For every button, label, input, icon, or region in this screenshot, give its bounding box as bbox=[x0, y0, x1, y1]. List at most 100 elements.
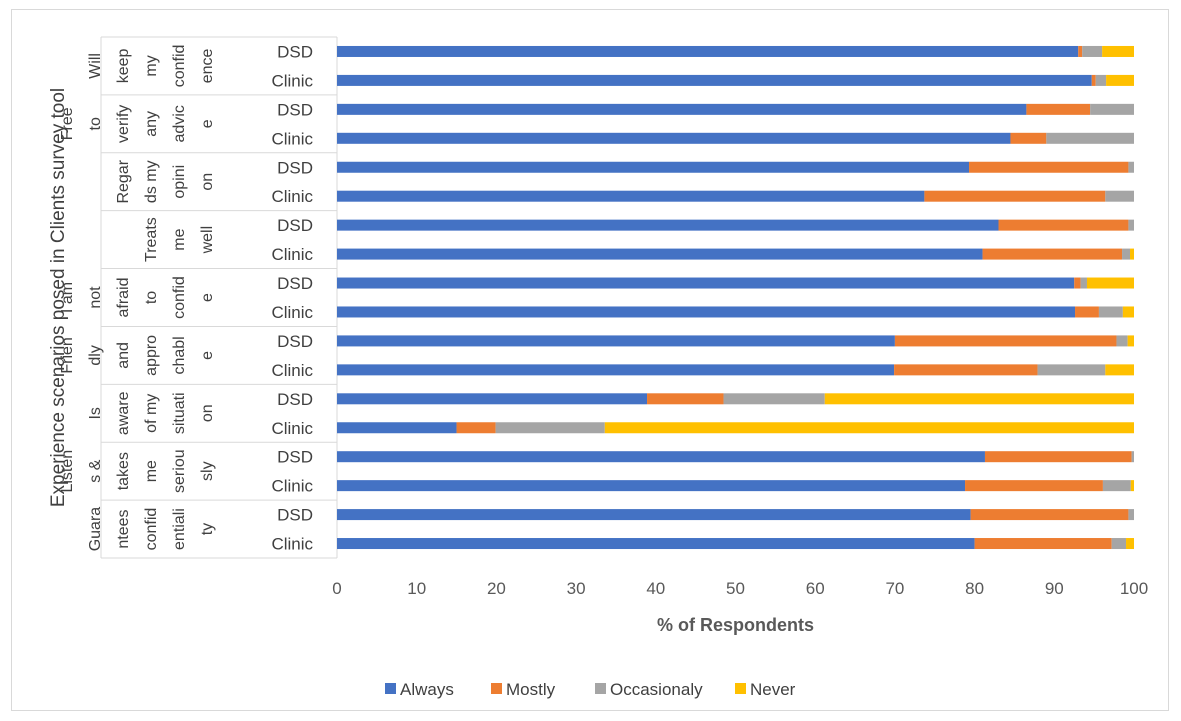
bar-segment-mostly bbox=[1075, 306, 1099, 318]
bar-segment-always bbox=[337, 335, 895, 347]
group-label-line: takes bbox=[115, 452, 132, 490]
bar-segment-occasionaly bbox=[1128, 161, 1134, 173]
bar-segment-always bbox=[337, 393, 648, 405]
group-label-line: my bbox=[143, 55, 160, 76]
bar-segment-occasionaly bbox=[1046, 132, 1134, 144]
group-label-line: e bbox=[199, 119, 216, 128]
group-label-line: s & bbox=[87, 459, 104, 482]
legend-swatch-mostly bbox=[491, 683, 502, 694]
bar-segment-mostly bbox=[984, 451, 1132, 463]
group-label-line: any bbox=[143, 111, 160, 137]
group-label-line: verify bbox=[115, 105, 132, 143]
bar-segment-always bbox=[337, 306, 1076, 318]
x-tick-label: 80 bbox=[965, 579, 984, 598]
bar-segment-mostly bbox=[924, 190, 1106, 202]
group-label-line: ntees bbox=[115, 509, 132, 548]
row-label: DSD bbox=[277, 390, 313, 409]
group-label-line: Is bbox=[87, 407, 104, 419]
bar-segment-always bbox=[337, 161, 970, 173]
bar-segment-occasionaly bbox=[723, 393, 825, 405]
bar-segment-always bbox=[337, 103, 1027, 115]
x-tick-label: 40 bbox=[646, 579, 665, 598]
group-label-line: aware bbox=[115, 391, 132, 435]
group-label-line: on bbox=[199, 173, 216, 191]
group-label-line: ds my bbox=[143, 160, 160, 203]
x-tick-label: 0 bbox=[332, 579, 341, 598]
bar-segment-never bbox=[1122, 306, 1134, 318]
group-label-line: of my bbox=[143, 394, 160, 433]
row-label: DSD bbox=[277, 42, 313, 61]
row-label: DSD bbox=[277, 216, 313, 235]
bar-segment-occasionaly bbox=[495, 422, 605, 434]
bar-segment-mostly bbox=[974, 538, 1112, 550]
bar-segment-occasionaly bbox=[1037, 364, 1106, 376]
bar-segment-always bbox=[337, 422, 457, 434]
bar-segment-occasionaly bbox=[1128, 509, 1134, 521]
bar-segment-mostly bbox=[969, 161, 1129, 173]
row-label: Clinic bbox=[271, 187, 313, 206]
group-label-line: Frien bbox=[59, 337, 76, 373]
bar-segment-never bbox=[1086, 277, 1134, 289]
row-label: DSD bbox=[277, 448, 313, 467]
legend-label-occasionaly: Occasionaly bbox=[610, 680, 703, 699]
group-label-line: Listen bbox=[59, 450, 76, 493]
group-label-line: entiali bbox=[171, 508, 188, 550]
legend-label-always: Always bbox=[400, 680, 454, 699]
bar-segment-mostly bbox=[982, 248, 1123, 260]
legend-label-mostly: Mostly bbox=[506, 680, 556, 699]
group-label-line: Regar bbox=[115, 159, 132, 203]
group-label-line: dly bbox=[87, 345, 104, 365]
group-label-line: Will bbox=[87, 53, 104, 79]
group-label-line: afraid bbox=[115, 277, 132, 317]
x-tick-label: 90 bbox=[1045, 579, 1064, 598]
bar-segment-mostly bbox=[894, 335, 1117, 347]
group-label-line: not bbox=[87, 286, 104, 309]
bar-segment-always bbox=[337, 277, 1075, 289]
bar-segment-occasionaly bbox=[1095, 74, 1107, 86]
bar-segment-occasionaly bbox=[1098, 306, 1123, 318]
bar-segment-mostly bbox=[1091, 74, 1096, 86]
bar-segment-occasionaly bbox=[1122, 248, 1131, 260]
group-label-line: confid bbox=[171, 276, 188, 319]
group-label-line: on bbox=[199, 404, 216, 422]
group-label-line: seriou bbox=[171, 449, 188, 493]
row-label: Clinic bbox=[271, 477, 313, 496]
row-label: Clinic bbox=[271, 245, 313, 264]
group-label-line: advic bbox=[171, 105, 188, 142]
bar-segment-mostly bbox=[456, 422, 496, 434]
bar-segment-occasionaly bbox=[1080, 277, 1087, 289]
bar-segment-always bbox=[337, 74, 1092, 86]
legend-swatch-never bbox=[735, 683, 746, 694]
group-label-line: opini bbox=[171, 165, 188, 199]
bar-segment-mostly bbox=[647, 393, 724, 405]
x-tick-label: 30 bbox=[567, 579, 586, 598]
y-axis-title: Experience scenarios posed in Clients su… bbox=[48, 88, 69, 507]
group-label-line: chabl bbox=[171, 336, 188, 374]
x-axis-title: % of Respondents bbox=[657, 615, 814, 635]
bar-segment-occasionaly bbox=[1116, 335, 1128, 347]
chart-frame bbox=[11, 9, 1169, 711]
bar-segment-mostly bbox=[1074, 277, 1081, 289]
bar-segment-mostly bbox=[1078, 45, 1083, 57]
x-tick-label: 20 bbox=[487, 579, 506, 598]
legend-swatch-occasionaly bbox=[595, 683, 606, 694]
group-label-line: me bbox=[143, 460, 160, 482]
bar-segment-occasionaly bbox=[1105, 190, 1134, 202]
group-label-line: e bbox=[199, 351, 216, 360]
bar-segment-never bbox=[1130, 480, 1134, 492]
group-label-line: confid bbox=[171, 45, 188, 88]
bar-segment-mostly bbox=[1010, 132, 1047, 144]
group-label-line: ence bbox=[199, 48, 216, 83]
group-label-line: sly bbox=[199, 461, 216, 481]
bar-segment-occasionaly bbox=[1082, 45, 1103, 57]
x-tick-label: 10 bbox=[407, 579, 426, 598]
legend-swatch-always bbox=[385, 683, 396, 694]
row-label: Clinic bbox=[271, 535, 313, 554]
row-label: Clinic bbox=[271, 303, 313, 322]
row-label: DSD bbox=[277, 274, 313, 293]
group-label-line: confid bbox=[143, 508, 160, 551]
bar-segment-always bbox=[337, 248, 983, 260]
group-label-line: keep bbox=[115, 48, 132, 83]
bar-segment-occasionaly bbox=[1090, 103, 1134, 115]
bar-segment-mostly bbox=[998, 219, 1129, 231]
